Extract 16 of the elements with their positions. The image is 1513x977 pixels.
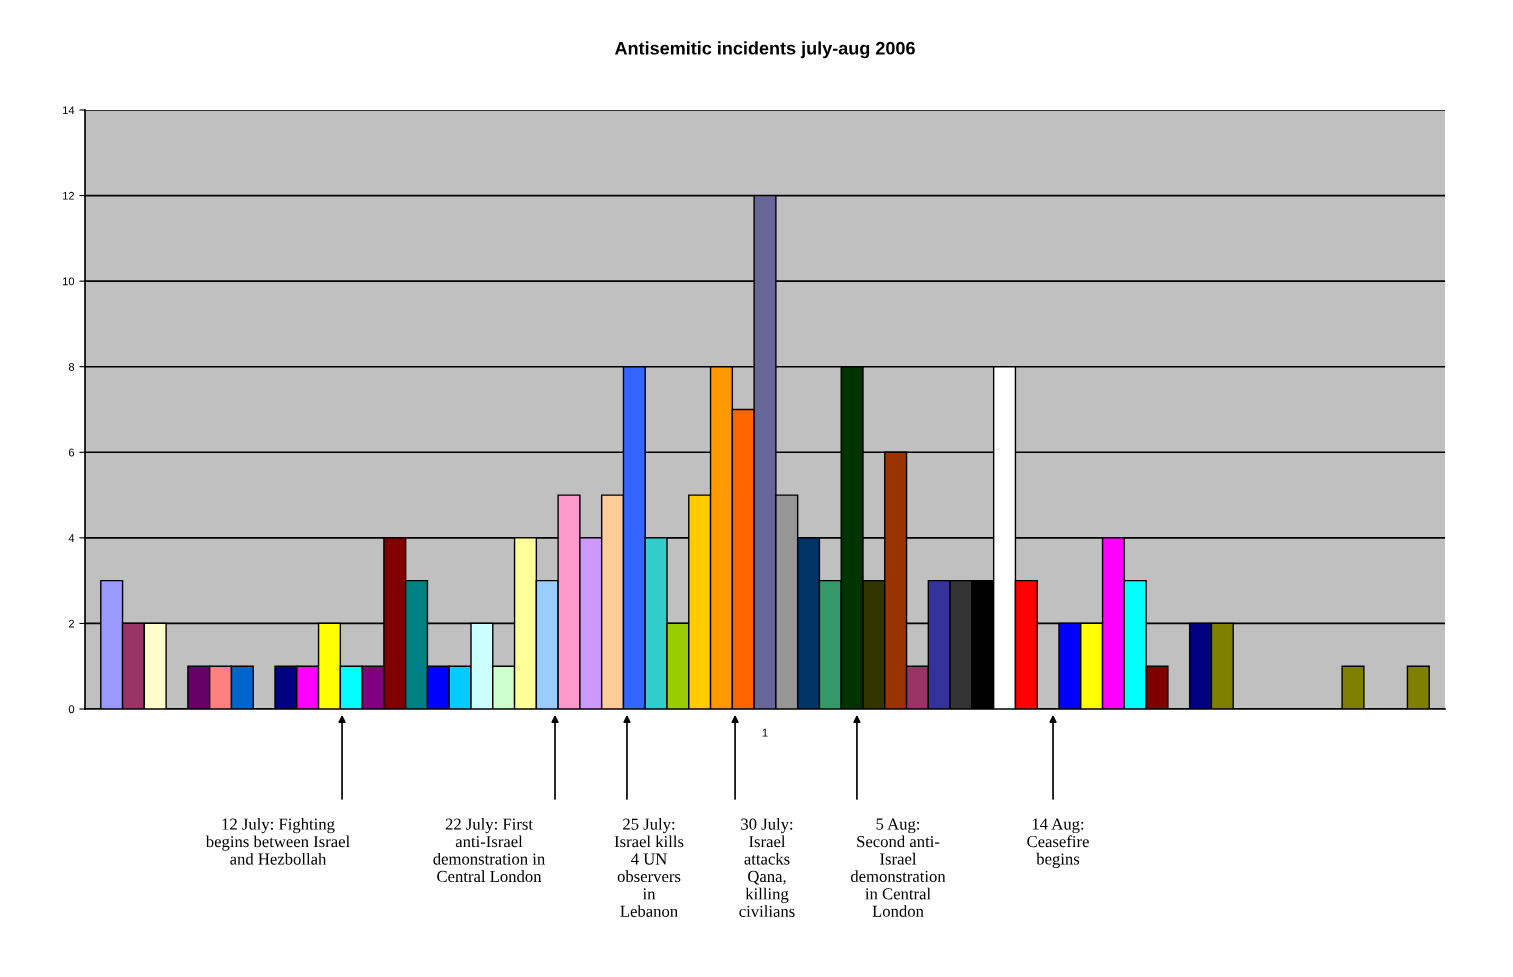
y-tick-label: 8 bbox=[68, 362, 75, 371]
y-tick-label: 12 bbox=[63, 191, 75, 200]
y-tick-label: 0 bbox=[68, 705, 75, 714]
y-tick-label: 10 bbox=[63, 277, 75, 286]
y-tick-label: 4 bbox=[68, 534, 75, 542]
text: 30 July: Israel attacks Qana, killing civilians bbox=[739, 818, 795, 917]
text: 5 Aug: Second anti- Israel demonstration in Central London bbox=[850, 818, 946, 917]
y-tick-label: 14 bbox=[63, 106, 75, 115]
text: 22 July: First anti-Israel demonstration in Central London bbox=[433, 818, 545, 883]
x-tick-label: 1 bbox=[762, 728, 768, 737]
chart-title: Antisemitic incidents july-aug 2006 bbox=[614, 41, 915, 59]
y-tick-label: 2 bbox=[68, 619, 75, 628]
text: 25 July: Israel kills 4 UN observers in Lebanon bbox=[614, 818, 684, 917]
text: 14 Aug: Ceasefire begins bbox=[1027, 818, 1089, 869]
text: 12 July: Fighting begins between Israel and Hezbollah bbox=[205, 818, 350, 865]
y-tick-label: 6 bbox=[68, 448, 75, 457]
